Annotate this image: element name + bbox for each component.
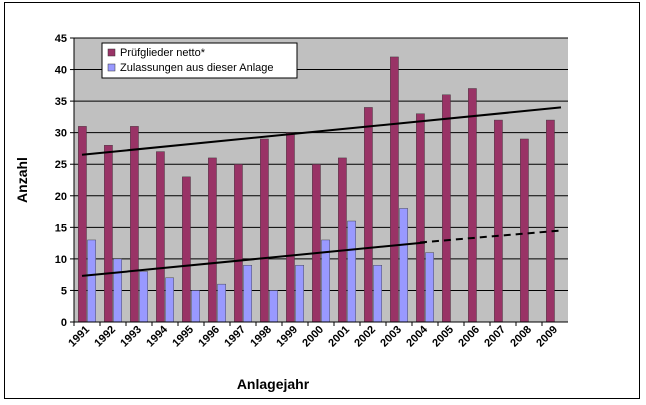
bar-zulassungen-1998 (269, 290, 278, 323)
bar-pruefglieder-1997 (234, 164, 243, 323)
y-tick-label: 30 (55, 128, 67, 140)
legend-box (101, 42, 298, 79)
legend-swatch-1 (107, 63, 116, 72)
bar-zulassungen-1994 (165, 277, 174, 323)
bar-pruefglieder-2003 (390, 56, 399, 323)
x-tick-label-2003: 2003 (378, 324, 404, 350)
y-axis-label: Anzahl (14, 157, 30, 203)
legend-label-0: Prüfglieder netto* (120, 47, 206, 59)
y-tick-label: 20 (55, 191, 67, 203)
legend-label-1: Zulassungen aus dieser Anlage (120, 62, 274, 74)
y-tick-label: 40 (55, 65, 67, 77)
bar-pruefglieder-2002 (364, 107, 373, 323)
x-axis-label: Anlagejahr (237, 376, 310, 392)
x-tick-label-2007: 2007 (482, 324, 508, 350)
bar-pruefglieder-2004 (416, 113, 425, 323)
bar-zulassungen-2004 (425, 252, 434, 323)
bar-zulassungen-1992 (113, 258, 122, 323)
bar-pruefglieder-1998 (260, 138, 269, 323)
bar-pruefglieder-2007 (494, 119, 503, 323)
legend: Prüfglieder netto* Zulassungen aus dieser… (101, 42, 298, 79)
bar-pruefglieder-2008 (520, 138, 529, 323)
x-tick-label-1999: 1999 (274, 324, 300, 350)
plot-area (74, 38, 568, 322)
bar-pruefglieder-2000 (312, 164, 321, 323)
bar-pruefglieder-2001 (338, 157, 347, 323)
bar-pruefglieder-2005 (442, 94, 451, 323)
x-tick-label-2002: 2002 (352, 324, 378, 350)
bar-zulassungen-1999 (295, 265, 304, 323)
bar-pruefglieder-2006 (468, 88, 477, 323)
y-tick-label: 45 (55, 33, 67, 45)
x-tick-label-1996: 1996 (196, 324, 222, 350)
bar-pruefglieder-1995 (182, 176, 191, 323)
x-tick-label-2004: 2004 (404, 323, 430, 349)
x-tick-label-2000: 2000 (300, 324, 326, 350)
trendline-0 (81, 106, 562, 156)
x-tick-label-2005: 2005 (430, 324, 456, 350)
chart-frame: 0 5 10 15 20 25 30 35 40 45 1991 1992 1993 1994 1995 1… (4, 2, 640, 399)
bar-zulassungen-1991 (87, 239, 96, 323)
bar-pruefglieder-1993 (130, 126, 139, 323)
bar-zulassungen-2001 (347, 220, 356, 323)
x-tick-label-2006: 2006 (456, 324, 482, 350)
x-tick-label-2001: 2001 (326, 324, 352, 350)
x-tick-label-1991: 1991 (66, 324, 92, 350)
y-tick-label: 0 (61, 317, 67, 329)
x-tick-label-2009: 2009 (534, 324, 560, 350)
bar-zulassungen-1997 (243, 265, 252, 323)
legend-swatch-0 (107, 48, 116, 57)
x-tick-label-1994: 1994 (144, 323, 170, 349)
y-tick-label: 10 (55, 254, 67, 266)
x-tick-label-1995: 1995 (170, 324, 196, 350)
trendline-1 (81, 241, 426, 277)
bar-zulassungen-2003 (399, 208, 408, 323)
x-tick-label-2008: 2008 (508, 324, 534, 350)
bar-pruefglieder-1996 (208, 157, 217, 323)
bar-pruefglieder-1999 (286, 132, 295, 323)
bar-pruefglieder-1994 (156, 151, 165, 323)
y-tick-label: 25 (55, 159, 67, 171)
x-tick-label-1993: 1993 (118, 324, 144, 350)
y-tick-label: 15 (55, 222, 67, 234)
bar-zulassungen-2002 (373, 265, 382, 323)
bar-pruefglieder-2009 (546, 119, 555, 323)
bar-pruefglieder-1992 (104, 145, 113, 323)
bar-zulassungen-1996 (217, 283, 226, 323)
y-tick-label: 5 (61, 285, 67, 297)
x-tick-label-1998: 1998 (248, 324, 274, 350)
bar-zulassungen-1995 (191, 290, 200, 323)
bar-zulassungen-1993 (139, 271, 148, 323)
x-tick-label-1992: 1992 (92, 324, 118, 350)
y-tick-label: 35 (55, 96, 67, 108)
x-tick-label-1997: 1997 (222, 324, 248, 350)
